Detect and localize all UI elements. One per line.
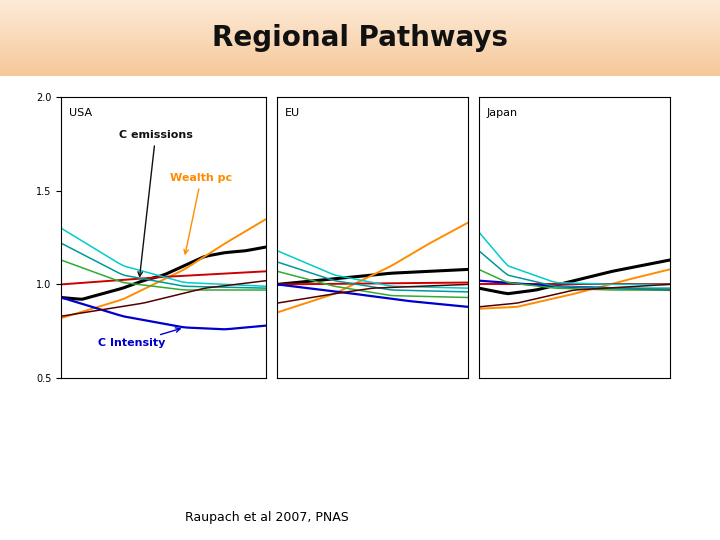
Text: EU: EU [285,109,300,118]
Text: Japan: Japan [487,109,518,118]
Text: Raupach et al 2007, PNAS: Raupach et al 2007, PNAS [184,511,348,524]
Text: C emissions: C emissions [119,130,192,276]
Text: USA: USA [69,109,93,118]
Text: Wealth pc: Wealth pc [170,173,232,254]
Text: Regional Pathways: Regional Pathways [212,24,508,52]
Text: C Intensity: C Intensity [98,328,180,348]
